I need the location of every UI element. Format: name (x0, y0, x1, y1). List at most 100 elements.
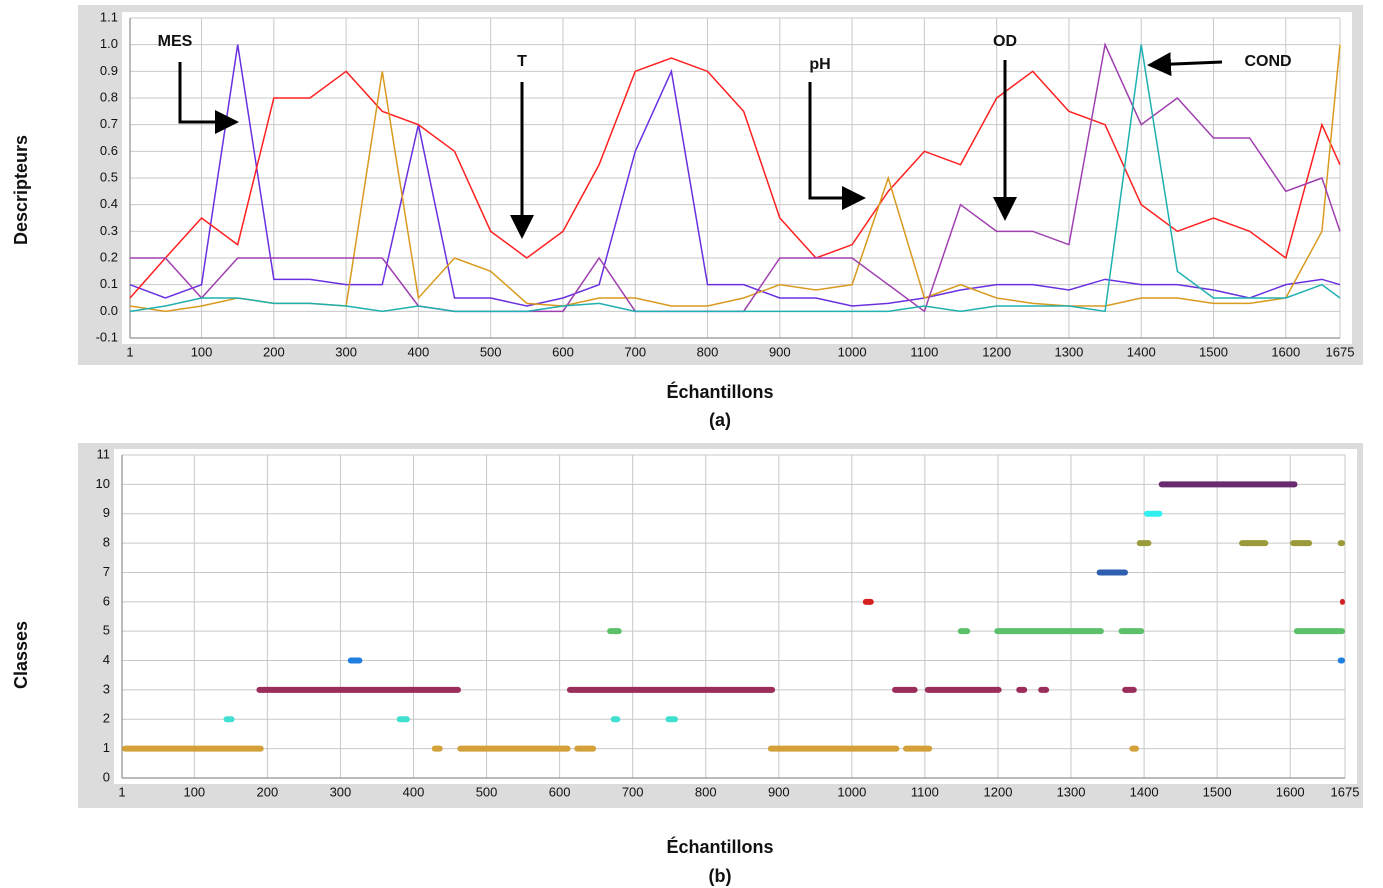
class-segment (1038, 686, 1050, 693)
x-tick-label: 400 (403, 784, 425, 799)
class-segment (1144, 510, 1163, 517)
y-tick-label: 4 (103, 652, 110, 667)
y-tick-label: 9 (103, 505, 110, 520)
class-segment (665, 716, 678, 723)
x-tick-label: 1 (126, 344, 133, 359)
y-tick-label: 0 (103, 769, 110, 784)
class-segment (1122, 686, 1137, 693)
arrow (178, 62, 239, 134)
caption: (b) (709, 866, 732, 886)
y-axis-label: Classes (11, 621, 31, 689)
x-tick-label: 700 (624, 344, 646, 359)
annotation: OD (993, 33, 1017, 50)
annotation: pH (809, 56, 830, 73)
x-tick-label: 1300 (1057, 784, 1086, 799)
x-tick-label: 200 (257, 784, 279, 799)
x-tick-label: 1200 (984, 784, 1013, 799)
class-segment (457, 745, 571, 752)
y-tick-label: 0.6 (100, 143, 118, 158)
class-segment (1118, 628, 1145, 635)
y-tick-label: 1.0 (100, 36, 118, 51)
x-tick-label: 800 (695, 784, 717, 799)
class-segment (1337, 540, 1345, 547)
class-segment (223, 716, 235, 723)
plot-area (114, 449, 1357, 784)
class-segment (1096, 569, 1129, 576)
x-tick-label: 1200 (982, 344, 1011, 359)
y-tick-label: 8 (103, 535, 110, 550)
x-tick-label: 300 (330, 784, 352, 799)
y-tick-label: 3 (103, 681, 110, 696)
y-tick-label: 0.0 (100, 303, 118, 318)
x-tick-label: 1300 (1054, 344, 1083, 359)
class-segment (607, 628, 622, 635)
annotation: MES (158, 33, 193, 50)
class-segment (994, 628, 1104, 635)
y-tick-label: -0.1 (96, 329, 118, 344)
arrows (178, 52, 1223, 239)
x-tick-label: 1100 (911, 784, 939, 799)
x-tick-label: 1100 (910, 344, 938, 359)
x-tick-label: 200 (263, 344, 285, 359)
class-segment (610, 716, 621, 723)
y-tick-label: 0.9 (100, 63, 118, 78)
annotation: T (517, 53, 527, 70)
class-segment (1016, 686, 1028, 693)
x-tick-label: 1500 (1199, 344, 1228, 359)
y-tick-label: 7 (103, 564, 110, 579)
y-tick-label: 1.1 (100, 9, 118, 24)
x-tick-label: 400 (408, 344, 430, 359)
x-tick-label: 1000 (837, 784, 866, 799)
class-segment (957, 628, 971, 635)
x-tick-label: 800 (697, 344, 719, 359)
y-tick-label: 10 (96, 476, 110, 491)
x-tick-label: 600 (552, 344, 574, 359)
y-tick-label: 0.1 (100, 276, 118, 291)
x-tick-label: 1000 (838, 344, 867, 359)
class-segment (892, 686, 918, 693)
class-segment (574, 745, 597, 752)
class-segment (396, 716, 410, 723)
y-tick-label: 6 (103, 593, 110, 608)
class-segment (347, 657, 363, 664)
series-line (129, 44, 1341, 313)
class-segment (1129, 745, 1139, 752)
x-tick-label: 500 (480, 344, 502, 359)
x-tick-label: 600 (549, 784, 571, 799)
x-tick-label: 900 (769, 344, 791, 359)
annotation: COND (1244, 53, 1291, 70)
x-tick-label: 1600 (1276, 784, 1305, 799)
x-tick-label: 700 (622, 784, 644, 799)
class-segment (256, 686, 461, 693)
y-tick-label: 2 (103, 711, 110, 726)
class-segment (902, 745, 933, 752)
y-tick-label: 0.3 (100, 223, 118, 238)
x-axis-label: Échantillons (666, 836, 773, 857)
y-tick-label: 0.8 (100, 89, 118, 104)
x-tick-label: 500 (476, 784, 498, 799)
class-segment (1290, 540, 1313, 547)
series-line (129, 57, 1341, 299)
y-tick-label: 0.2 (100, 249, 118, 264)
class-segment (1239, 540, 1269, 547)
x-tick-label: 1400 (1130, 784, 1159, 799)
series-line (129, 44, 1341, 307)
x-tick-label: 100 (183, 784, 205, 799)
class-segment (924, 686, 1002, 693)
x-tick-label: 1600 (1271, 344, 1300, 359)
class-segment (122, 745, 264, 752)
class-segment (1339, 598, 1345, 605)
x-tick-label: 900 (768, 784, 790, 799)
arrow (1147, 52, 1223, 77)
class-segment (1136, 540, 1152, 547)
caption: (a) (709, 410, 731, 430)
class-segment (431, 745, 443, 752)
x-tick-label: 1400 (1127, 344, 1156, 359)
y-tick-label: 11 (97, 446, 111, 461)
y-axis-label: Descripteurs (11, 135, 31, 245)
y-tick-label: 5 (103, 623, 110, 638)
class-segment (1158, 481, 1298, 488)
y-tick-label: 0.5 (100, 169, 118, 184)
